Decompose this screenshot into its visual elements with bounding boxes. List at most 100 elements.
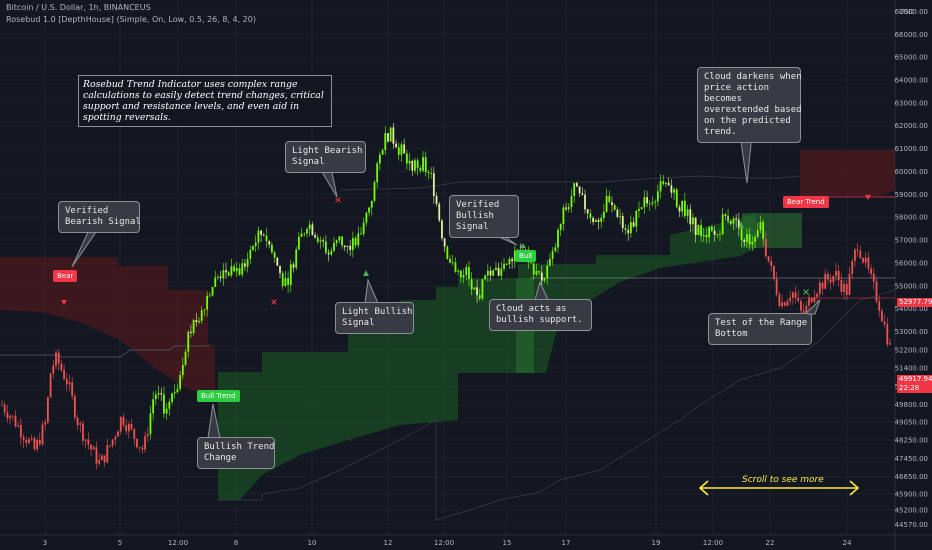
candle-body	[179, 375, 182, 389]
candle-body	[443, 238, 446, 247]
candle-body	[419, 167, 422, 171]
candle-body	[3, 404, 6, 413]
candle-body	[675, 189, 678, 208]
candle-body	[546, 265, 549, 279]
candle-body	[71, 382, 74, 396]
candle-body	[349, 245, 352, 250]
candle-body	[268, 240, 271, 245]
candle-body	[73, 395, 76, 418]
candle-body	[370, 200, 373, 208]
candle-body	[90, 444, 92, 450]
intro-note: Rosebud Trend Indicator uses complex ran…	[78, 75, 332, 127]
candle-body	[117, 431, 119, 437]
candle-body	[824, 273, 827, 289]
candle-body	[44, 422, 47, 425]
candle-body	[710, 226, 713, 231]
candle-body	[152, 399, 155, 414]
candle-body	[735, 218, 738, 220]
x-tick-label: 12	[384, 539, 393, 547]
candle-body	[605, 196, 608, 212]
candle-body	[505, 263, 508, 265]
candle-body	[702, 234, 705, 237]
candle-body	[254, 242, 257, 246]
candle-body	[249, 249, 252, 259]
candle-body	[238, 268, 241, 275]
candle-body	[109, 445, 111, 447]
candle-body	[87, 439, 90, 445]
candle-body	[273, 252, 276, 258]
candle-body	[848, 273, 851, 295]
candle-body	[646, 197, 648, 204]
candle-body	[619, 216, 621, 217]
candle-body	[813, 296, 816, 303]
candle-body	[870, 268, 873, 274]
candle-body	[549, 258, 551, 266]
y-tick-label: 51400.00	[895, 365, 928, 373]
candle-body	[133, 428, 136, 439]
y-tick-label: 61000.00	[895, 145, 928, 153]
x-tick-label: 10	[308, 539, 317, 547]
candle-body	[864, 257, 867, 263]
candle-body	[241, 263, 244, 275]
range-upper-line	[339, 175, 801, 191]
candle-body	[538, 270, 541, 273]
candle-body	[303, 233, 306, 235]
candle-body	[732, 218, 735, 224]
candle-body	[438, 203, 441, 221]
y-tick-label: 56000.00	[895, 259, 928, 267]
candle-body	[856, 249, 859, 251]
candle-body	[441, 220, 443, 239]
candle-body	[540, 272, 543, 281]
candle-body	[489, 270, 492, 276]
candle-body	[308, 224, 311, 230]
candle-body	[565, 207, 568, 210]
candle-body	[195, 320, 198, 323]
candle-body	[648, 203, 651, 205]
candle-body	[837, 270, 840, 281]
candle-body	[244, 263, 246, 267]
bear-tag: Bear	[53, 270, 78, 282]
scroll-arrow-right	[849, 480, 860, 496]
candle-body	[759, 221, 762, 231]
candle-body	[740, 228, 743, 241]
candle-body	[478, 295, 481, 299]
candle-body	[686, 209, 689, 216]
candle-body	[306, 229, 308, 234]
candle-body	[211, 286, 214, 296]
candle-body	[638, 208, 640, 211]
candle-body	[403, 144, 406, 154]
y-tick-label: 64000.00	[895, 77, 928, 85]
candle-body	[886, 324, 889, 345]
callout-verified-bearish: Verified Bearish Signal	[58, 201, 141, 233]
candle-body	[17, 425, 20, 427]
candle-body	[673, 189, 675, 193]
candle-body	[465, 267, 468, 276]
candle-body	[187, 331, 190, 352]
candle-body	[459, 270, 462, 278]
candle-body	[138, 447, 141, 449]
candle-body	[289, 264, 292, 285]
candle-body	[125, 425, 128, 432]
candle-body	[265, 235, 268, 241]
countdown-label: 22:28	[897, 384, 932, 393]
candle-body	[136, 438, 138, 448]
candle-body	[60, 363, 63, 371]
candle-body	[19, 425, 22, 438]
scroll-hint: Scroll to see more	[742, 475, 824, 485]
x-tick-label: 5	[118, 539, 122, 547]
candle-body	[851, 261, 854, 274]
candle-body	[260, 230, 263, 235]
candle-body	[14, 415, 17, 427]
candle-body	[246, 258, 249, 267]
candle-body	[451, 262, 454, 264]
candle-body	[395, 143, 397, 148]
candle-body	[357, 233, 360, 246]
candle-body	[217, 276, 219, 278]
candle-body	[457, 270, 460, 272]
y-tick-label: 44570.00	[895, 521, 928, 529]
candle-body	[387, 133, 389, 142]
candle-body	[862, 257, 864, 263]
candle-body	[773, 265, 775, 279]
y-tick-label: 52200.00	[895, 346, 928, 354]
